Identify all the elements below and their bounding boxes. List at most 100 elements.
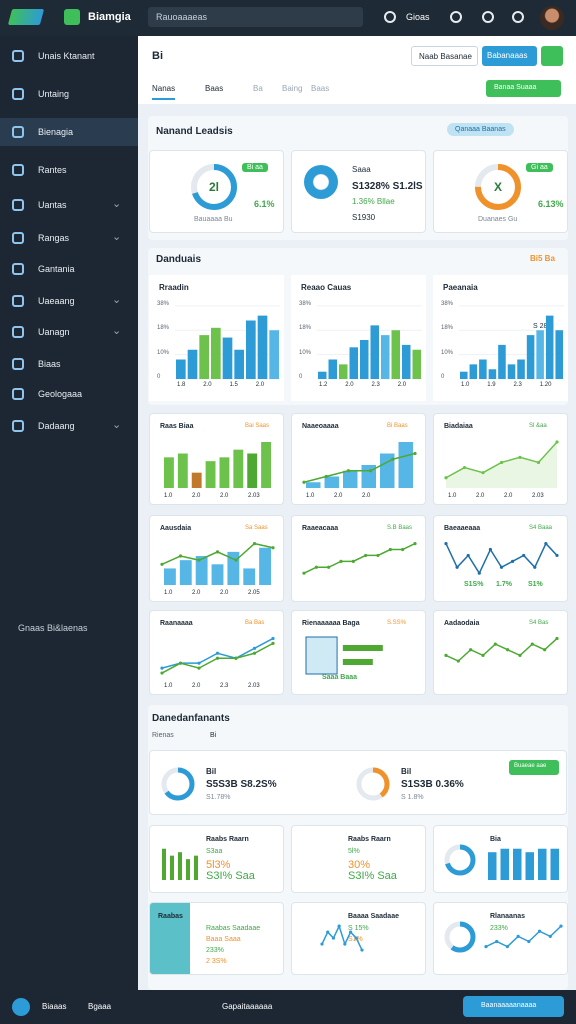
point <box>178 661 183 665</box>
bar <box>398 442 413 488</box>
button[interactable]: Buaeae aae <box>509 760 559 775</box>
chart-card: Aausdaia Sa Saas 1.0 2.0 2.0 2.05 <box>149 515 284 602</box>
x-tick-label: 2.3 <box>513 382 522 388</box>
point <box>327 565 331 569</box>
bar <box>261 442 271 488</box>
point <box>466 553 470 558</box>
kpi-line: Saaa <box>352 165 371 174</box>
nav-item[interactable]: Dadaang ⌄ <box>0 412 138 440</box>
point <box>462 465 467 470</box>
section-title: Nanand Leadsis <box>156 126 233 137</box>
search[interactable]: Rauoaaaeas <box>148 7 363 27</box>
chart-card: Rienaaaaaa Baga S.SS% Saaa Baaa <box>291 610 426 695</box>
x-tick-label: 2.0 <box>192 590 201 596</box>
nav-item[interactable]: Biaas <box>0 350 138 378</box>
pill[interactable]: Qanaaa Baanas <box>447 123 514 136</box>
nav-label: Biaas <box>38 359 61 369</box>
point <box>331 936 336 940</box>
kpi-pct: 6.13% <box>538 199 564 209</box>
button[interactable]: Babanaaas <box>482 46 537 66</box>
point <box>215 550 220 554</box>
nav-item[interactable]: Bienagia <box>0 118 138 146</box>
card-title: Aausdaia <box>160 525 192 532</box>
card-tag: S.B Baas <box>387 525 413 531</box>
line <box>303 542 416 574</box>
x-tick-label: 2.0 <box>504 493 513 499</box>
nav-item[interactable]: Uanagn ⌄ <box>0 318 138 346</box>
bar <box>525 852 534 880</box>
mini-chart <box>305 636 383 675</box>
nav-icon <box>12 388 24 400</box>
x-tick-label: 2.03 <box>532 493 544 499</box>
bar <box>318 371 327 379</box>
button-icon[interactable] <box>541 46 563 66</box>
nav-item[interactable]: Unais Ktanant <box>0 42 138 70</box>
x-tick-label: 2.3 <box>220 683 229 689</box>
point <box>555 440 559 444</box>
button[interactable]: Naab Basanae <box>411 46 478 66</box>
x-tick-label: 2.0 <box>255 382 265 388</box>
kpi-caption: Bauaaaa Bu <box>194 216 233 223</box>
kpi-card: 2l Bi aa 6.1% Bauaaaa Bu <box>149 150 284 233</box>
summary-card: Bil S5S3B S8.2S% S1.78% Bil S1S3B 0.36% S 1.8… <box>149 750 567 815</box>
mini-chart <box>444 636 559 663</box>
card-line: 5l% <box>348 848 360 855</box>
tab[interactable]: Baas <box>205 84 224 93</box>
nav-item[interactable]: Rangas ⌄ <box>0 224 138 252</box>
nav-label: Bienagia <box>38 127 74 137</box>
user-name: Gioas <box>406 12 430 22</box>
summary-value: S5S3B S8.2S% <box>206 779 277 790</box>
point <box>469 648 473 652</box>
action-button[interactable]: Banaa Suaaa <box>486 80 561 97</box>
mini-chart <box>302 542 417 575</box>
nav-item[interactable]: Rantes <box>0 156 138 184</box>
point <box>444 476 448 480</box>
point <box>518 455 522 459</box>
kpi-icon <box>304 165 338 199</box>
x-tick-label: 2.05 <box>248 590 260 596</box>
tab[interactable]: Baing <box>282 84 303 93</box>
nav-item[interactable]: Untaing <box>0 80 138 108</box>
mini-chart <box>320 924 364 952</box>
chart-title: Rraadin <box>159 283 189 292</box>
y-tick-label: 10% <box>299 349 312 356</box>
point <box>351 559 355 563</box>
card-tag: Bai Saas <box>245 423 270 429</box>
x-tick-label: 2.0 <box>192 493 201 499</box>
sidebar-footer[interactable]: Gnaas Bi&laenas <box>18 623 88 633</box>
nav-label: Uanagn <box>38 327 70 337</box>
nav-item[interactable]: Geologaaa <box>0 380 138 408</box>
button-label: Banaa Suaaa <box>494 84 537 91</box>
nav-item[interactable]: Uaeaang ⌄ <box>0 287 138 315</box>
kpi-caption: Duanaes Gu <box>478 216 518 223</box>
card-title: Raabas <box>158 913 183 920</box>
chart-card: Paeanaia S 28% 0 10% 18% 38% 1.0 1.9 2.3 1.20 <box>433 275 568 401</box>
kpi-line: 1.36% Bllae <box>352 197 395 206</box>
button[interactable]: Baanaaaaanaaaa <box>463 996 564 1017</box>
summary-title: Bil <box>401 767 412 776</box>
point <box>271 641 275 645</box>
tab[interactable]: Baas <box>311 84 330 93</box>
tab[interactable]: Ba <box>253 84 263 93</box>
avatar[interactable] <box>540 6 564 30</box>
card-title: Bia <box>490 836 501 843</box>
nav-item[interactable]: Gantania <box>0 255 138 283</box>
line <box>445 637 558 662</box>
point <box>527 939 531 944</box>
point <box>326 930 330 934</box>
bar <box>247 453 258 488</box>
button-label: Babanaaas <box>487 51 528 60</box>
nav-item[interactable]: Uantas ⌄ <box>0 191 138 219</box>
kpi-badge: Gi aa <box>526 163 553 172</box>
point <box>530 642 534 646</box>
point <box>337 924 341 928</box>
point <box>160 562 164 566</box>
bar <box>391 330 400 379</box>
tab[interactable]: Nanas <box>152 84 176 100</box>
point <box>364 553 368 558</box>
top-icon <box>482 11 494 23</box>
card-title: Naaeoaaaa <box>302 423 339 430</box>
bar <box>339 364 348 379</box>
nav-caret: ⌄ <box>112 294 122 306</box>
